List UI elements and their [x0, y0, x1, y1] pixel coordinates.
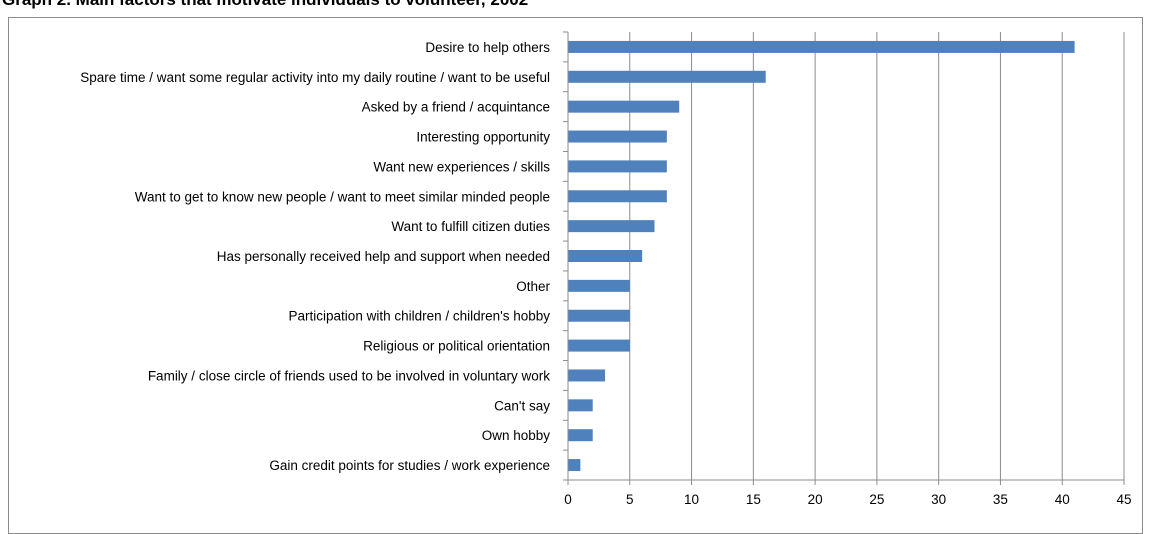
category-label: Other — [516, 279, 550, 294]
x-tick-label: 30 — [931, 492, 946, 507]
bar — [568, 309, 630, 322]
bar — [568, 339, 630, 352]
bar — [568, 190, 667, 203]
x-tick-label: 25 — [869, 492, 884, 507]
bar — [568, 70, 766, 83]
bar — [568, 279, 630, 292]
bar — [568, 399, 593, 412]
category-label: Religious or political orientation — [363, 339, 550, 354]
bar — [568, 459, 581, 472]
category-labels: Desire to help others Spare time / want s… — [80, 40, 550, 473]
gridlines — [629, 32, 1125, 480]
x-tick-label: 45 — [1116, 492, 1131, 507]
category-label: Participation with children / children's… — [289, 309, 551, 324]
category-label: Want to fulfill citizen duties — [391, 219, 550, 234]
x-tick-label: 20 — [808, 492, 823, 507]
bars — [568, 40, 1075, 472]
category-label: Can't say — [494, 398, 550, 413]
bar — [568, 429, 593, 442]
bar — [568, 220, 655, 233]
bar — [568, 250, 643, 262]
category-label: Want to get to know new people / want to… — [135, 189, 550, 204]
category-label: Spare time / want some regular activity … — [80, 70, 550, 85]
category-label: Want new experiences / skills — [373, 159, 550, 174]
category-label: Family / close circle of friends used to… — [148, 368, 550, 383]
category-label: Gain credit points for studies / work ex… — [269, 458, 550, 473]
bar — [568, 160, 667, 173]
bar — [568, 130, 667, 143]
category-label: Has personally received help and support… — [217, 249, 550, 264]
bar — [568, 369, 606, 382]
bar — [568, 100, 680, 113]
x-tick-label: 0 — [564, 492, 572, 507]
tick-labels: 0 5 10 15 20 25 30 35 40 45 — [564, 492, 1131, 507]
category-label: Asked by a friend / acquintance — [362, 100, 550, 115]
bar — [568, 40, 1075, 53]
x-tick-label: 15 — [746, 492, 761, 507]
x-tick-label: 5 — [626, 492, 634, 507]
page-title: Graph 2. Main factors that motivate indi… — [2, 0, 1142, 10]
x-tick-label: 35 — [993, 492, 1008, 507]
x-tick-label: 10 — [684, 492, 699, 507]
axes — [563, 31, 1125, 485]
x-tick-label: 40 — [1055, 492, 1070, 507]
category-label: Desire to help others — [425, 40, 550, 55]
category-label: Interesting opportunity — [416, 130, 550, 145]
category-label: Own hobby — [482, 428, 551, 443]
